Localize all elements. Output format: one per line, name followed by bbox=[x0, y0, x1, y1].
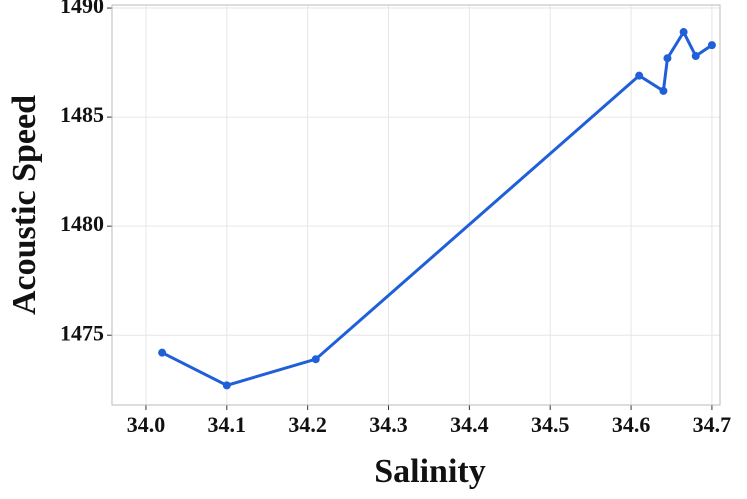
y-tick-label: 1490 bbox=[60, 0, 104, 18]
y-axis-title: Acoustic Speed bbox=[6, 95, 43, 315]
x-tick-label: 34.2 bbox=[288, 412, 327, 437]
point bbox=[691, 52, 700, 61]
line bbox=[161, 28, 713, 387]
x-tick-label: 34.4 bbox=[450, 412, 489, 437]
y-tick-label: 1480 bbox=[60, 211, 104, 236]
x-tick-label: 34.7 bbox=[693, 412, 732, 437]
x-tick-label: 34.1 bbox=[208, 412, 247, 437]
point bbox=[679, 28, 688, 37]
x-tick-label: 34.3 bbox=[369, 412, 408, 437]
point bbox=[311, 355, 320, 364]
x-axis-title: Salinity bbox=[374, 453, 485, 490]
x-tick-label: 34.5 bbox=[531, 412, 570, 437]
y-tick-label: 1475 bbox=[60, 320, 104, 345]
y-tick-label: 1485 bbox=[60, 102, 104, 127]
point bbox=[222, 381, 231, 390]
point bbox=[663, 54, 672, 63]
x-tick-label: 34.0 bbox=[127, 412, 166, 437]
x-tick-label: 34.6 bbox=[612, 412, 651, 437]
point bbox=[707, 41, 716, 50]
point bbox=[158, 348, 167, 357]
plot-frame bbox=[111, 4, 721, 406]
point bbox=[635, 71, 644, 80]
point bbox=[659, 86, 668, 95]
